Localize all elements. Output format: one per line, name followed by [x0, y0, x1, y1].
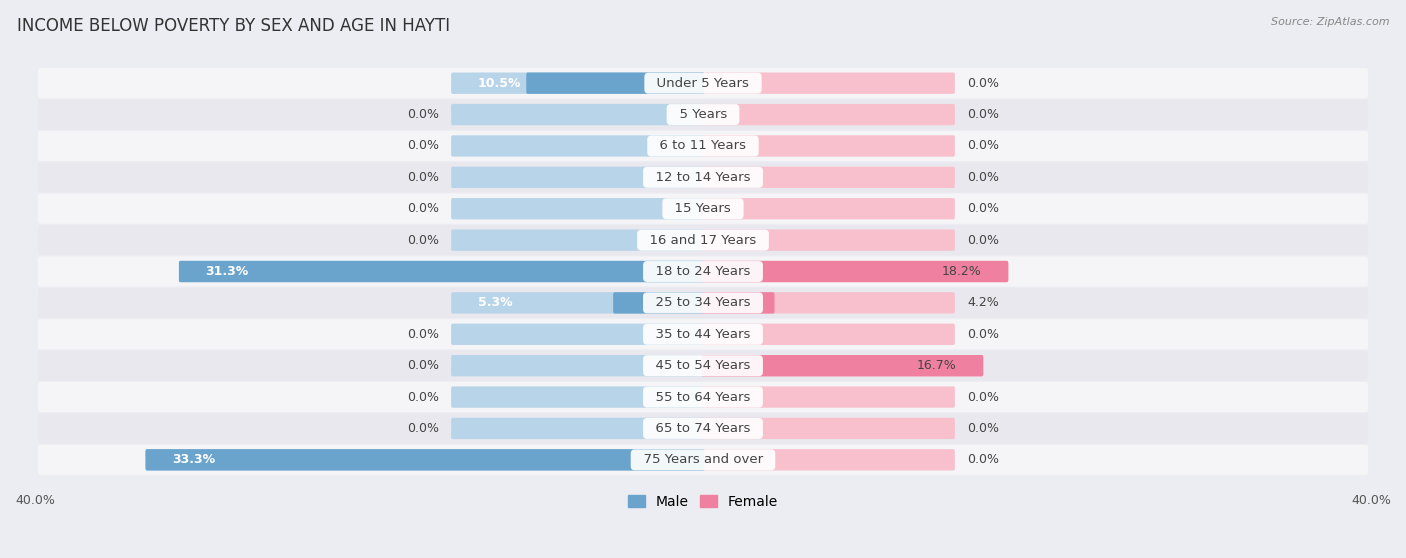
Text: 16.7%: 16.7% [917, 359, 957, 372]
Text: 55 to 64 Years: 55 to 64 Years [647, 391, 759, 403]
Text: 0.0%: 0.0% [967, 171, 998, 184]
Text: 0.0%: 0.0% [408, 202, 439, 215]
FancyBboxPatch shape [702, 292, 775, 314]
FancyBboxPatch shape [451, 324, 704, 345]
Text: 6 to 11 Years: 6 to 11 Years [651, 140, 755, 152]
Text: 0.0%: 0.0% [967, 422, 998, 435]
Text: 0.0%: 0.0% [967, 328, 998, 341]
Text: 0.0%: 0.0% [967, 140, 998, 152]
FancyBboxPatch shape [702, 229, 955, 251]
FancyBboxPatch shape [179, 261, 704, 282]
FancyBboxPatch shape [451, 198, 704, 219]
Legend: Male, Female: Male, Female [623, 489, 783, 514]
Text: 31.3%: 31.3% [205, 265, 249, 278]
FancyBboxPatch shape [702, 355, 983, 376]
FancyBboxPatch shape [702, 355, 983, 376]
FancyBboxPatch shape [702, 418, 955, 439]
FancyBboxPatch shape [38, 288, 1368, 318]
Text: 0.0%: 0.0% [408, 422, 439, 435]
Text: 0.0%: 0.0% [408, 108, 439, 121]
Text: 35 to 44 Years: 35 to 44 Years [647, 328, 759, 341]
Text: 10.5%: 10.5% [478, 76, 522, 90]
Text: 12 to 14 Years: 12 to 14 Years [647, 171, 759, 184]
FancyBboxPatch shape [702, 449, 955, 470]
FancyBboxPatch shape [702, 167, 955, 188]
FancyBboxPatch shape [38, 319, 1368, 349]
Text: 15 Years: 15 Years [666, 202, 740, 215]
FancyBboxPatch shape [702, 292, 955, 314]
Text: 16 and 17 Years: 16 and 17 Years [641, 234, 765, 247]
Text: 0.0%: 0.0% [967, 108, 998, 121]
Text: Source: ZipAtlas.com: Source: ZipAtlas.com [1271, 17, 1389, 27]
Text: 0.0%: 0.0% [967, 391, 998, 403]
Text: Under 5 Years: Under 5 Years [648, 76, 758, 90]
FancyBboxPatch shape [451, 418, 704, 439]
FancyBboxPatch shape [702, 73, 955, 94]
Text: 65 to 74 Years: 65 to 74 Years [647, 422, 759, 435]
Text: 45 to 54 Years: 45 to 54 Years [647, 359, 759, 372]
FancyBboxPatch shape [179, 261, 704, 282]
FancyBboxPatch shape [145, 449, 704, 470]
FancyBboxPatch shape [451, 167, 704, 188]
FancyBboxPatch shape [38, 413, 1368, 444]
Text: 25 to 34 Years: 25 to 34 Years [647, 296, 759, 309]
Text: 0.0%: 0.0% [408, 140, 439, 152]
FancyBboxPatch shape [451, 73, 704, 94]
Text: 5.3%: 5.3% [478, 296, 512, 309]
Text: INCOME BELOW POVERTY BY SEX AND AGE IN HAYTI: INCOME BELOW POVERTY BY SEX AND AGE IN H… [17, 17, 450, 35]
FancyBboxPatch shape [145, 449, 704, 470]
FancyBboxPatch shape [38, 350, 1368, 381]
FancyBboxPatch shape [38, 445, 1368, 475]
FancyBboxPatch shape [451, 229, 704, 251]
FancyBboxPatch shape [38, 194, 1368, 224]
Text: 0.0%: 0.0% [967, 202, 998, 215]
FancyBboxPatch shape [702, 386, 955, 408]
FancyBboxPatch shape [38, 162, 1368, 193]
Text: 4.2%: 4.2% [967, 296, 998, 309]
Text: 0.0%: 0.0% [408, 171, 439, 184]
FancyBboxPatch shape [613, 292, 704, 314]
Text: 0.0%: 0.0% [408, 391, 439, 403]
FancyBboxPatch shape [38, 99, 1368, 129]
FancyBboxPatch shape [451, 104, 704, 125]
Text: 0.0%: 0.0% [967, 453, 998, 466]
Text: 0.0%: 0.0% [967, 76, 998, 90]
Text: 0.0%: 0.0% [408, 328, 439, 341]
FancyBboxPatch shape [38, 225, 1368, 255]
FancyBboxPatch shape [451, 292, 704, 314]
FancyBboxPatch shape [702, 261, 1008, 282]
FancyBboxPatch shape [38, 68, 1368, 98]
Text: 0.0%: 0.0% [408, 234, 439, 247]
Text: 5 Years: 5 Years [671, 108, 735, 121]
FancyBboxPatch shape [702, 261, 1008, 282]
FancyBboxPatch shape [702, 324, 955, 345]
FancyBboxPatch shape [702, 104, 955, 125]
FancyBboxPatch shape [451, 355, 704, 376]
Text: 0.0%: 0.0% [408, 359, 439, 372]
FancyBboxPatch shape [702, 135, 955, 157]
FancyBboxPatch shape [38, 257, 1368, 287]
FancyBboxPatch shape [702, 198, 955, 219]
Text: 75 Years and over: 75 Years and over [634, 453, 772, 466]
Text: 33.3%: 33.3% [172, 453, 215, 466]
FancyBboxPatch shape [451, 135, 704, 157]
FancyBboxPatch shape [451, 386, 704, 408]
FancyBboxPatch shape [526, 73, 704, 94]
Text: 0.0%: 0.0% [967, 234, 998, 247]
Text: 18 to 24 Years: 18 to 24 Years [647, 265, 759, 278]
Text: 18.2%: 18.2% [942, 265, 981, 278]
FancyBboxPatch shape [38, 382, 1368, 412]
FancyBboxPatch shape [38, 131, 1368, 161]
